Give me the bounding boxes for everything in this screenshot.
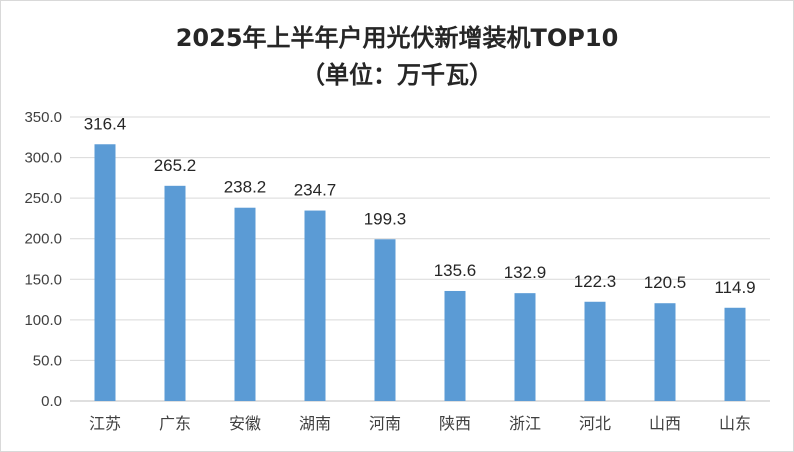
data-label: 316.4 xyxy=(84,114,127,133)
y-tick-label: 50.0 xyxy=(33,352,62,369)
x-tick-label: 湖南 xyxy=(299,414,331,433)
data-label: 122.3 xyxy=(574,272,617,291)
x-tick-label: 安徽 xyxy=(229,414,261,433)
x-tick-label: 山东 xyxy=(719,414,751,433)
bar xyxy=(444,290,466,401)
x-tick-label: 陕西 xyxy=(439,414,471,433)
y-tick-label: 300.0 xyxy=(24,150,62,167)
data-label: 199.3 xyxy=(364,209,407,228)
bar xyxy=(304,210,326,401)
y-tick-label: 200.0 xyxy=(24,231,62,248)
bar xyxy=(654,303,676,401)
bar xyxy=(584,301,606,401)
y-tick-label: 100.0 xyxy=(24,312,62,329)
data-label: 114.9 xyxy=(714,278,755,297)
data-label: 135.6 xyxy=(434,261,477,280)
data-label: 120.5 xyxy=(644,273,687,292)
data-label: 265.2 xyxy=(154,156,197,175)
x-tick-label: 山西 xyxy=(649,414,681,433)
bar xyxy=(514,293,536,401)
x-tick-label: 浙江 xyxy=(509,414,541,433)
y-tick-label: 0.0 xyxy=(41,393,62,410)
x-tick-label: 河北 xyxy=(579,414,611,433)
bar xyxy=(234,207,256,401)
bar xyxy=(374,239,396,401)
bar xyxy=(164,185,186,401)
bar xyxy=(724,307,746,401)
x-tick-label: 河南 xyxy=(369,414,401,433)
data-label: 234.7 xyxy=(294,181,337,200)
data-label: 238.2 xyxy=(224,178,267,197)
y-tick-label: 250.0 xyxy=(24,190,62,207)
chart-title: 2025年上半年户用光伏新增装机TOP10 xyxy=(175,24,619,52)
bar xyxy=(94,144,116,401)
x-tick-label: 广东 xyxy=(159,414,191,433)
y-tick-label: 150.0 xyxy=(24,271,62,288)
y-tick-label: 350.0 xyxy=(24,109,62,126)
chart-subtitle: （单位：万千瓦） xyxy=(301,61,493,89)
data-label: 132.9 xyxy=(504,263,547,282)
x-tick-label: 江苏 xyxy=(89,414,121,433)
